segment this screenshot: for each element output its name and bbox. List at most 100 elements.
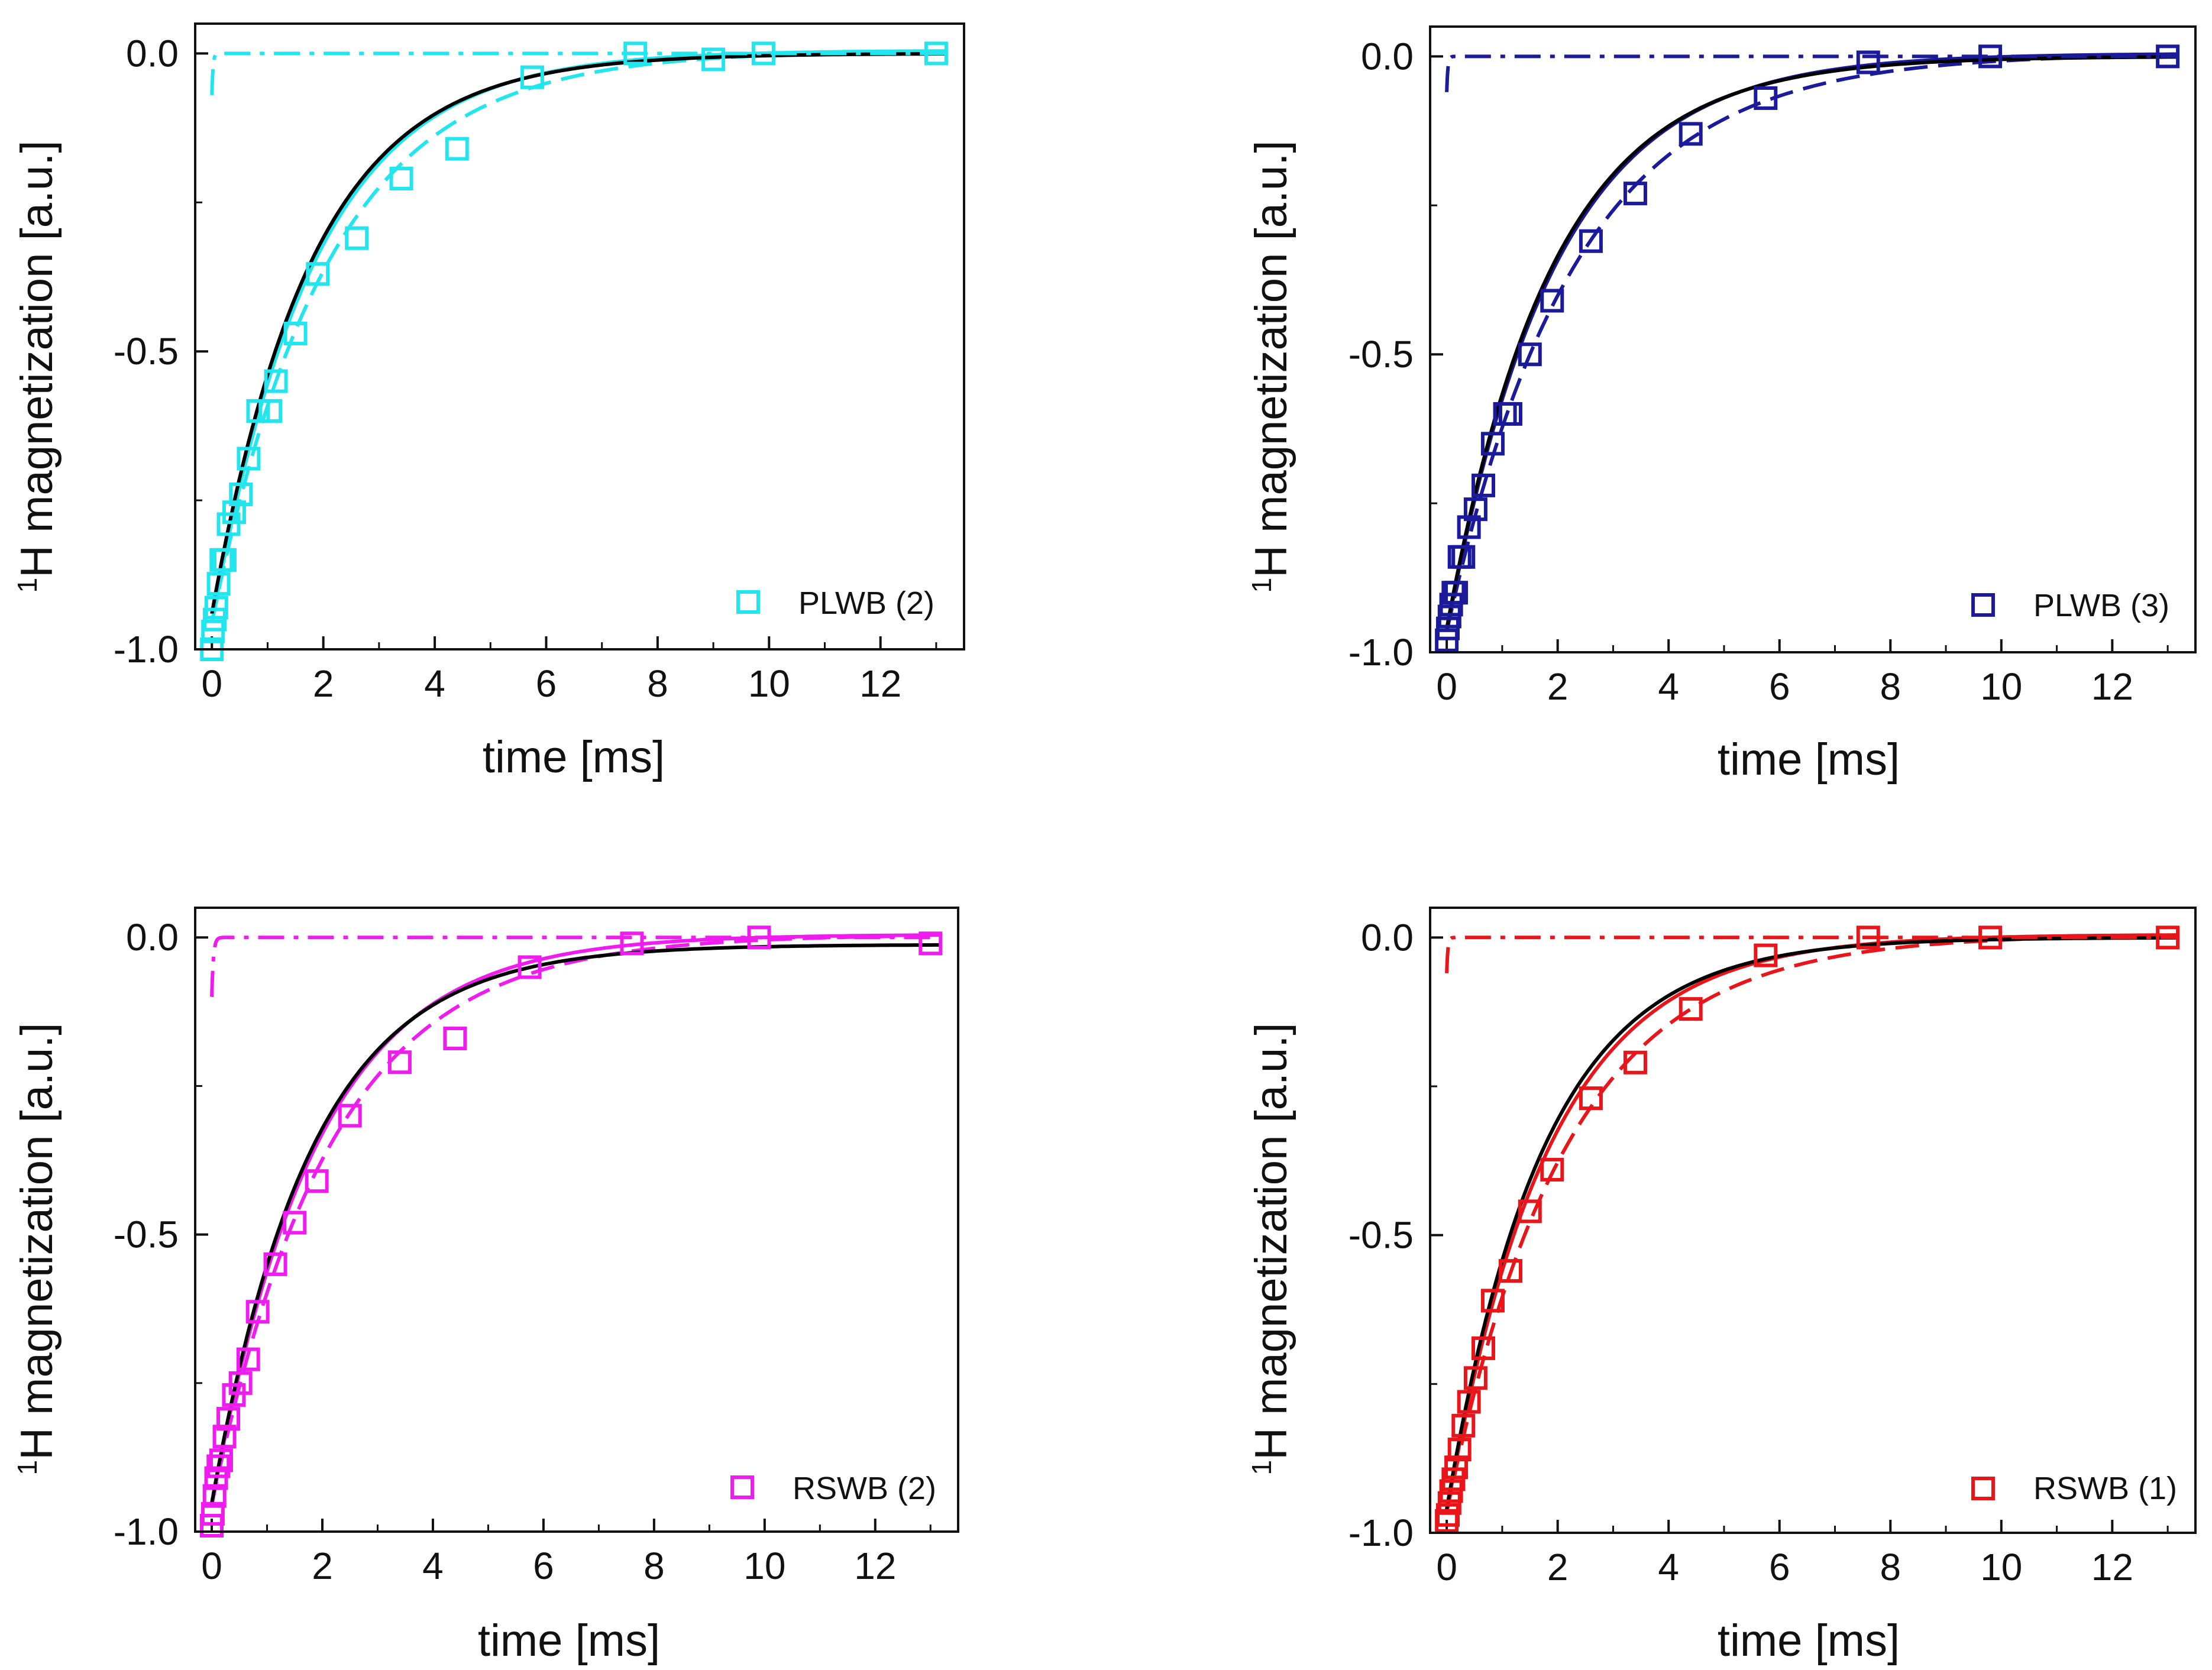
- series-line-fast-component: [210, 936, 942, 998]
- data-point: [222, 1383, 246, 1407]
- data-point: [1540, 1157, 1564, 1182]
- y-tick-label: 0.0: [126, 32, 179, 75]
- data-point: [747, 925, 771, 950]
- x-tick-label: 2: [312, 1545, 333, 1587]
- data-point: [200, 1501, 225, 1526]
- data-point: [1579, 229, 1603, 253]
- markers: [1435, 925, 2180, 1533]
- plot-area: [210, 49, 947, 623]
- data-point: [1463, 497, 1487, 522]
- data-point: [212, 1425, 237, 1449]
- data-point: [518, 955, 542, 979]
- data-point: [204, 1466, 228, 1490]
- y-tick-label: -1.0: [1348, 631, 1414, 674]
- x-tick-label: 10: [1980, 665, 2022, 708]
- data-point: [1518, 1199, 1542, 1224]
- series-line-black-fit: [210, 52, 947, 614]
- y-tick-label: -0.5: [114, 1213, 179, 1256]
- data-point: [1978, 925, 2003, 950]
- data-point: [1463, 1366, 1487, 1390]
- markers: [200, 41, 948, 661]
- data-point: [1439, 1479, 1463, 1503]
- legend-label: PLWB (2): [798, 585, 934, 621]
- y-label-text: H magnetization [a.u.]: [12, 1023, 62, 1460]
- data-point: [305, 1169, 329, 1193]
- y-label-superscript: 1: [1246, 578, 1277, 593]
- data-point: [1623, 182, 1647, 206]
- data-point: [389, 166, 413, 190]
- y-tick-label: 0.0: [1361, 916, 1414, 959]
- x-tick-label: 4: [422, 1545, 444, 1587]
- x-axis-label: time [ms]: [483, 732, 665, 782]
- data-point: [1451, 1413, 1476, 1438]
- x-tick-label: 8: [643, 1545, 665, 1587]
- legend-marker: [1971, 1477, 1995, 1500]
- x-tick-label: 0: [1436, 665, 1457, 708]
- data-point: [1679, 122, 1703, 146]
- data-point: [209, 1448, 233, 1472]
- x-tick-label: 4: [424, 662, 445, 705]
- x-tick-label: 10: [748, 662, 790, 705]
- x-tick-label: 2: [313, 662, 334, 705]
- series-line-fit-dashed-: [1445, 53, 2179, 632]
- data-point: [2156, 925, 2180, 950]
- series-line-fit-solid-: [210, 933, 942, 1506]
- x-tick-label: 10: [743, 1545, 785, 1587]
- y-label-text: H magnetization [a.u.]: [1246, 141, 1296, 578]
- series-line-black-fit: [1445, 936, 2179, 1510]
- data-point: [1435, 628, 1459, 652]
- x-tick-label: 0: [1436, 1546, 1457, 1588]
- series-line-fit-dashed-: [1445, 934, 2179, 1513]
- x-tick-label: 2: [1547, 1546, 1569, 1588]
- x-tick-label: 0: [201, 662, 222, 705]
- data-point: [1437, 1491, 1461, 1515]
- x-tick-label: 6: [1769, 1546, 1790, 1588]
- data-point: [1457, 515, 1481, 539]
- data-point: [1447, 1438, 1472, 1462]
- x-tick-label: 12: [2091, 1546, 2133, 1588]
- data-point: [387, 1050, 412, 1075]
- plot-frame: [194, 22, 965, 650]
- data-point: [201, 619, 225, 643]
- data-point: [1978, 44, 2003, 69]
- panel-rswb-1: 1H magnetization [a.u.] time [ms] RSWB (…: [1246, 907, 2197, 1666]
- x-tick-label: 12: [859, 662, 901, 705]
- series-line-fit-dashed-: [210, 50, 947, 623]
- series-line-fast-component: [1445, 54, 2179, 92]
- y-tick-label: -0.5: [114, 330, 179, 373]
- data-point: [202, 1484, 227, 1508]
- data-point: [1518, 342, 1542, 367]
- data-point: [1436, 616, 1460, 640]
- data-point: [1437, 604, 1461, 629]
- x-axis-label: time [ms]: [478, 1616, 660, 1666]
- data-point: [206, 572, 231, 596]
- data-point: [236, 1347, 260, 1371]
- data-point: [204, 595, 228, 620]
- data-point: [1472, 1336, 1496, 1360]
- data-point: [1441, 1467, 1466, 1491]
- data-point: [751, 41, 775, 66]
- panel-plwb-2: 1H magnetization [a.u.] time [ms] PLWB (…: [12, 22, 965, 782]
- x-tick-label: 10: [1980, 1546, 2022, 1588]
- plot-area: [210, 933, 942, 1506]
- x-tick-label: 8: [1880, 665, 1901, 708]
- x-tick-label: 4: [1658, 1546, 1679, 1588]
- data-point: [623, 41, 648, 66]
- x-tick-label: 12: [854, 1545, 896, 1587]
- data-point: [200, 1513, 224, 1538]
- y-label-superscript: 1: [12, 1460, 43, 1475]
- x-axis-label: time [ms]: [1718, 1616, 1900, 1666]
- x-axis-label: time [ms]: [1718, 734, 1900, 785]
- x-tick-label: 8: [647, 662, 668, 705]
- y-tick-label: -1.0: [114, 628, 179, 671]
- data-point: [1498, 1259, 1522, 1283]
- data-point: [1480, 432, 1505, 456]
- data-point: [1444, 1455, 1469, 1480]
- x-tick-label: 4: [1658, 665, 1679, 708]
- data-point: [202, 607, 227, 632]
- data-point: [2156, 44, 2180, 69]
- data-point: [237, 446, 261, 471]
- data-point: [1472, 473, 1496, 497]
- legend-marker: [1971, 593, 1995, 617]
- legend-label: RSWB (1): [2033, 1471, 2177, 1506]
